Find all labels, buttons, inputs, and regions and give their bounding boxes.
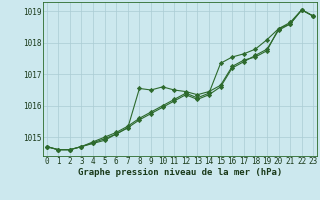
X-axis label: Graphe pression niveau de la mer (hPa): Graphe pression niveau de la mer (hPa): [78, 168, 282, 177]
